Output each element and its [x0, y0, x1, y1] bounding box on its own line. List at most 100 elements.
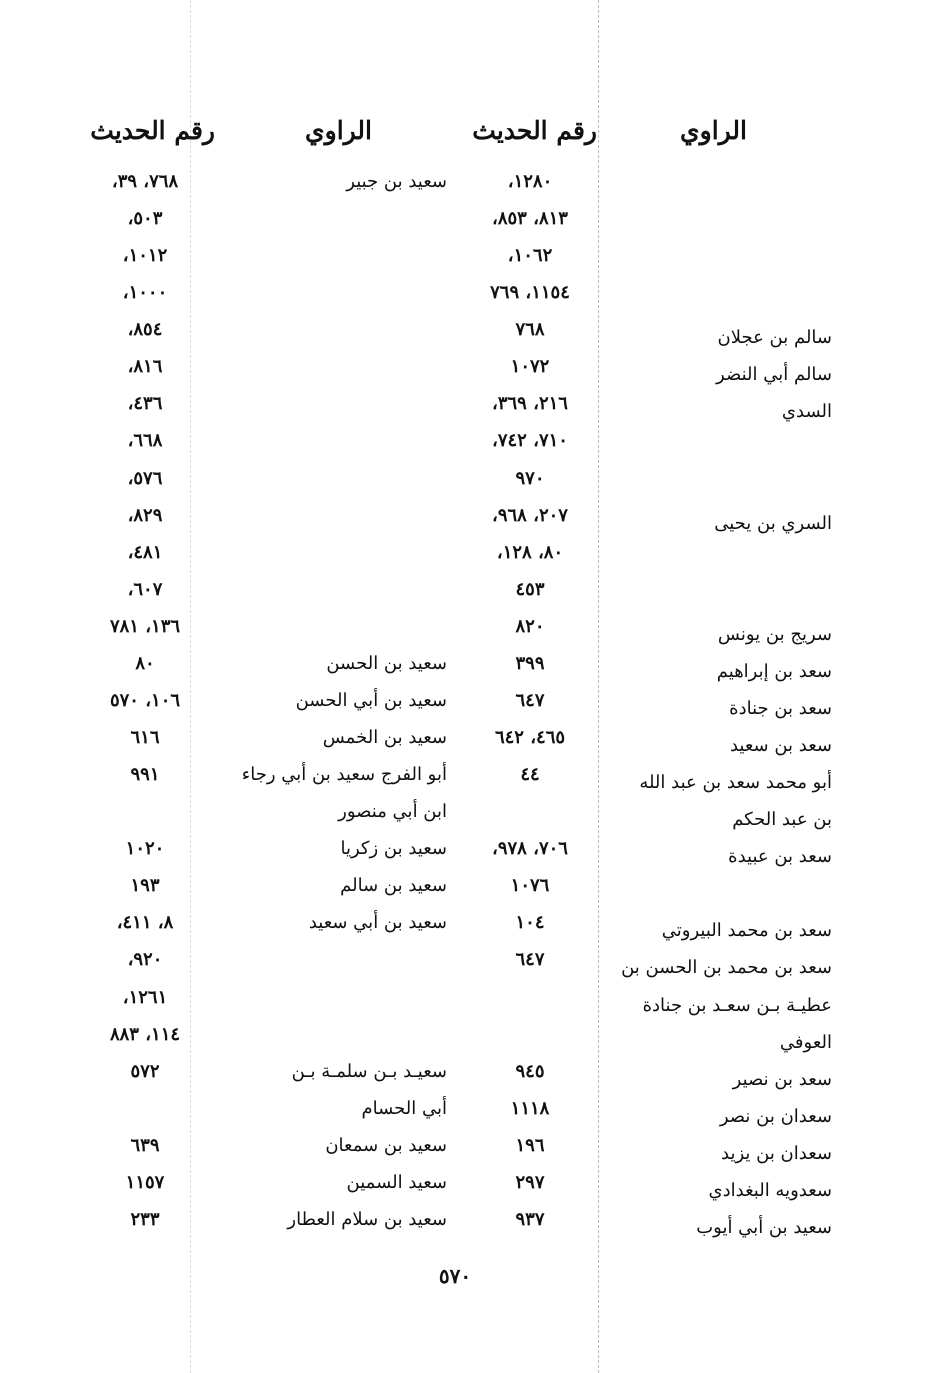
left-narrator: ابن أبي منصور	[338, 801, 447, 823]
table-row: ٤٥٣ ٦٠٧،	[0, 576, 937, 612]
right-hadith-number: ٣٩٩	[515, 652, 545, 674]
right-narrator: سريج بن يونس	[717, 623, 832, 645]
table-row: سعد بن نصير ٩٤٥ سعيـد بـن سلمـة بـن ٥٧٢	[0, 1058, 937, 1094]
table-row: بن عبد الحكم ابن أبي منصور	[0, 798, 937, 834]
table-row: سعد بن محمد البيروتي ١٠٤ سعيد بن أبي سعيد ٨…	[0, 909, 937, 945]
table-row: ٧١٠، ٧٤٢، ٦٦٨،	[0, 427, 937, 463]
right-hadith-number: ١١١٨	[510, 1097, 550, 1119]
left-hadith-number: ١٠١٢،	[122, 245, 168, 267]
right-hadith-number: ٨٠، ١٢٨،	[496, 541, 564, 563]
header-right-number: رقم الحديث	[472, 116, 597, 145]
right-hadith-number: ٦٤٧	[515, 949, 545, 971]
right-narrator: السدي	[781, 401, 832, 423]
header-left-number: رقم الحديث	[90, 116, 215, 145]
right-narrator: بن عبد الحكم	[732, 809, 832, 831]
table-row: سعدان بن يزيد ١٩٦ سعيد بن سمعان ٦٣٩	[0, 1132, 937, 1168]
left-narrator: سعيد بن أبي سعيد	[308, 912, 447, 934]
table-row: ١٢٨٠، سعيد بن جبير ٧٦٨، ٣٩،	[0, 168, 937, 204]
left-narrator: سعيد بن سلام العطار	[287, 1208, 447, 1230]
table-row: السدي ٢١٦، ٣٦٩، ٤٣٦،	[0, 390, 937, 426]
header-right-narrator: الراوي	[680, 116, 747, 145]
table-row: أبو محمد سعد بن عبد الله ٤٤ أبو الفرج سعيد…	[0, 761, 937, 797]
left-hadith-number: ١٠٠٠،	[122, 282, 168, 304]
left-hadith-number: ٦١٦	[130, 727, 160, 749]
left-hadith-number: ٥٧٦،	[127, 467, 163, 489]
left-narrator: سعيد بن زكريا	[340, 838, 448, 860]
left-hadith-number: ٦٠٧،	[127, 578, 163, 600]
right-hadith-number: ٩٤٥	[515, 1060, 545, 1082]
right-hadith-number: ١٠٤	[515, 912, 545, 934]
table-row: سعدويه البغدادي ٢٩٧ سعيد السمين ١١٥٧	[0, 1169, 937, 1205]
right-hadith-number: ٢٩٧	[515, 1171, 545, 1193]
right-narrator: سعد بن إبراهيم	[716, 660, 832, 682]
right-hadith-number: ٧١٠، ٧٤٢،	[492, 430, 568, 452]
left-hadith-number: ١١٥٧	[125, 1171, 165, 1193]
right-hadith-number: ٩٧٠	[515, 467, 545, 489]
table-row: ٩٧٠ ٥٧٦،	[0, 465, 937, 501]
right-narrator: سعد بن سعيد	[729, 735, 832, 757]
left-narrator: سعيد بن سمعان	[325, 1134, 447, 1156]
table-row: العوفي ١١٤، ٨٨٣	[0, 1021, 937, 1057]
right-narrator: سعدويه البغدادي	[708, 1179, 832, 1201]
column-guide	[190, 0, 191, 1373]
table-row: السري بن يحيى ٢٠٧، ٩٦٨، ٨٢٩،	[0, 502, 937, 538]
right-narrator: سعدان بن يزيد	[721, 1142, 832, 1164]
left-narrator: سعيد بن سالم	[340, 875, 447, 897]
left-hadith-number: ١٣٦، ٧٨١	[109, 615, 181, 637]
right-narrator: سالم بن عجلان	[717, 327, 832, 349]
right-narrator: سعدان بن نصر	[719, 1105, 832, 1127]
left-hadith-number: ٤٨١،	[127, 541, 163, 563]
left-narrator: سعيد بن الخمس	[322, 727, 447, 749]
right-narrator: سعد بن نصير	[732, 1068, 832, 1090]
left-narrator: سعيد بن أبي الحسن	[295, 689, 447, 711]
table-row: سعد بن سعيد ٤٦٥، ٦٤٢ سعيد بن الخمس ٦١٦	[0, 724, 937, 760]
right-hadith-number: ١٠٧٢	[510, 356, 550, 378]
table-row: سعد بن جنادة ٦٤٧ سعيد بن أبي الحسن ١٠٦، ٥٧٠	[0, 687, 937, 723]
table-row: ١٠٧٦ سعيد بن سالم ١٩٣	[0, 872, 937, 908]
left-hadith-number: ١٠٢٠	[125, 838, 165, 860]
left-hadith-number: ٦٦٨،	[127, 430, 163, 452]
right-hadith-number: ٤٥٣	[515, 578, 545, 600]
right-narrator: عطيـة بـن سعـد بن جنادة	[642, 994, 832, 1016]
right-narrator: سالم أبي النضر	[716, 364, 832, 386]
right-narrator: سعد بن جنادة	[729, 697, 832, 719]
table-row: سعيد بن أبي أيوب ٩٣٧ سعيد بن سلام العطار ٢٣…	[0, 1206, 937, 1242]
right-hadith-number: ٤٤	[520, 764, 540, 786]
right-hadith-number: ١٢٨٠،	[507, 171, 553, 192]
right-hadith-number: ٤٦٥، ٦٤٢	[494, 727, 566, 749]
right-narrator: سعيد بن أبي أيوب	[696, 1216, 832, 1238]
table-row: ١٠٦٢، ١٠١٢،	[0, 242, 937, 278]
left-hadith-number: ٥٧٢	[130, 1060, 160, 1082]
right-hadith-number: ٩٣٧	[515, 1208, 545, 1230]
right-hadith-number: ٨١٣، ٨٥٣،	[492, 208, 568, 230]
right-hadith-number: ٧٦٨	[515, 319, 545, 341]
left-hadith-number: ١١٤، ٨٨٣	[109, 1023, 181, 1045]
left-hadith-number: ٩٩١	[130, 764, 160, 786]
left-hadith-number: ٤٣٦،	[127, 393, 163, 415]
left-hadith-number: ٢٣٣	[130, 1208, 160, 1230]
right-hadith-number: ٧٠٦، ٩٧٨،	[492, 838, 568, 860]
right-narrator: سعد بن عبيدة	[728, 846, 832, 868]
left-hadith-number: ١٢٦١،	[122, 986, 168, 1008]
left-hadith-number: ٨٠	[135, 652, 155, 674]
right-hadith-number: ١٩٦	[515, 1134, 545, 1156]
table-row: عطيـة بـن سعـد بن جنادة ١٢٦١،	[0, 984, 937, 1020]
right-hadith-number: ٢٠٧، ٩٦٨،	[492, 504, 568, 526]
left-hadith-number: ٥٠٣،	[127, 208, 163, 230]
right-hadith-number: ١٠٧٦	[510, 875, 550, 897]
right-hadith-number: ٢١٦، ٣٦٩،	[492, 393, 568, 415]
right-hadith-number: ١٠٦٢،	[507, 245, 553, 267]
right-hadith-number: ٦٤٧	[515, 689, 545, 711]
left-hadith-number: ١٠٦، ٥٧٠	[109, 689, 181, 711]
right-narrator: أبو محمد سعد بن عبد الله	[639, 772, 832, 794]
left-hadith-number: ٨٥٤،	[127, 319, 163, 341]
table-row: سعد بن إبراهيم ٣٩٩ سعيد بن الحسن ٨٠	[0, 650, 937, 686]
left-narrator: أبي الحسام	[361, 1097, 447, 1119]
left-hadith-number: ٩٢٠،	[127, 949, 163, 971]
right-narrator: السري بن يحيى	[714, 512, 832, 534]
table-row: سالم أبي النضر ١٠٧٢ ٨١٦،	[0, 353, 937, 389]
right-narrator: سعد بن محمد البيروتي	[661, 920, 832, 942]
table-row: ١١٥٤، ٧٦٩ ١٠٠٠،	[0, 279, 937, 315]
table-row: سريج بن يونس ٨٢٠ ١٣٦، ٧٨١	[0, 613, 937, 649]
left-narrator: أبو الفرج سعيد بن أبي رجاء	[241, 764, 447, 786]
